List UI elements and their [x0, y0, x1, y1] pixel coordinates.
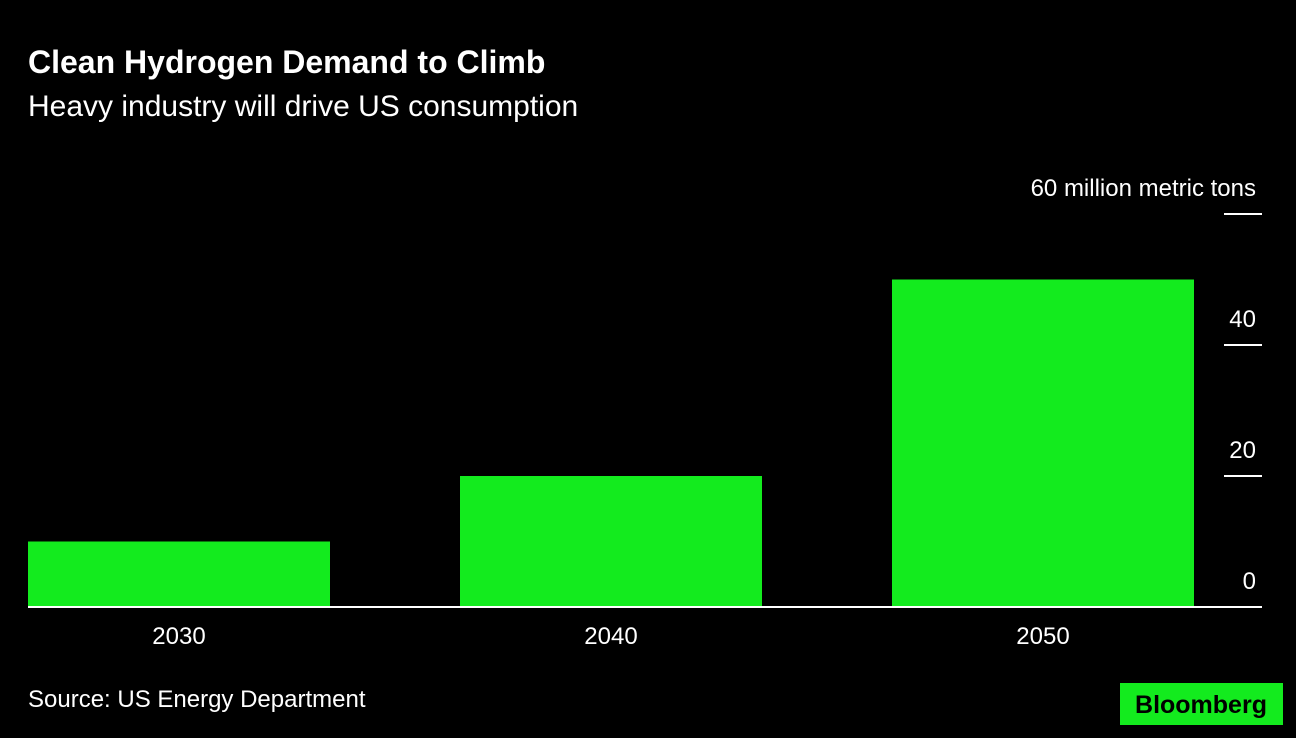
y-tick-label: 60 million metric tons — [1031, 175, 1256, 202]
y-tick-label: 40 — [1229, 306, 1256, 333]
logo: Bloomberg — [1135, 691, 1267, 719]
chart-title: Clean Hydrogen Demand to Climb — [28, 44, 545, 80]
x-tick-label: 2030 — [152, 623, 205, 650]
bar — [460, 476, 762, 607]
y-tick-label: 0 — [1243, 568, 1256, 595]
bar — [28, 541, 330, 607]
x-tick-label: 2040 — [584, 623, 637, 650]
logo-box — [1120, 683, 1283, 725]
source: Source: US Energy Department — [28, 686, 366, 713]
bar — [892, 279, 1194, 607]
x-tick-label: 2050 — [1016, 623, 1069, 650]
chart-subtitle: Heavy industry will drive US consumption — [28, 90, 578, 123]
y-tick-label: 20 — [1229, 437, 1256, 464]
